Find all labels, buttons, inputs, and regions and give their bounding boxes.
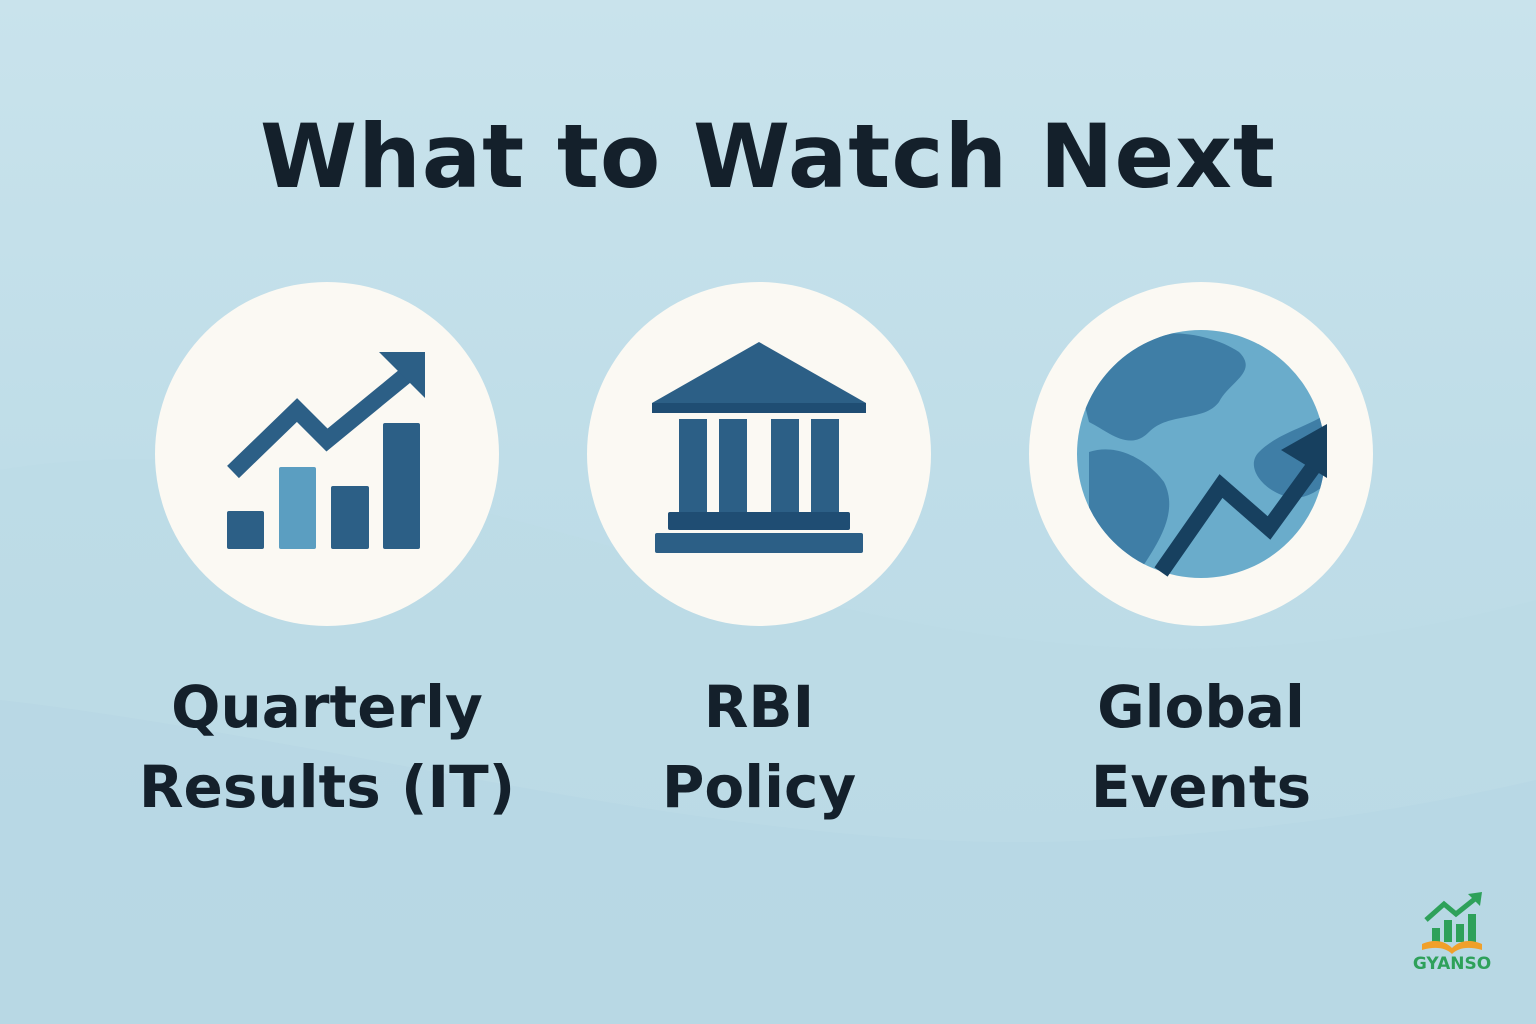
card-label-line-1: Quarterly [171,673,483,741]
card-label-line-1: Global [1097,673,1305,741]
icon-circle [155,282,499,626]
card-label-line-2: Policy [661,753,857,821]
card-label-line-2: Results (IT) [138,753,516,821]
logo-text: GYANSO [1412,954,1492,974]
logo-chart-icon [1422,892,1482,954]
card-label: RBI Policy [527,667,991,827]
chart-growth-icon [227,352,425,549]
card-label: Quarterly Results (IT) [95,667,559,827]
card-label-line-2: Events [1090,753,1312,821]
icon-circle [1029,282,1373,626]
globe-trend-icon [1077,330,1327,578]
bank-building-icon [652,342,866,553]
gyanso-logo: GYANSO [1406,890,1498,982]
card-quarterly-results: Quarterly Results (IT) [139,282,515,821]
card-label-line-1: RBI [703,673,815,741]
icon-circle [587,282,931,626]
page-title: What to Watch Next [260,105,1276,208]
card-label: Global Events [969,667,1433,827]
card-global-events: Global Events [1029,282,1373,821]
card-rbi-policy: RBI Policy [587,282,931,821]
